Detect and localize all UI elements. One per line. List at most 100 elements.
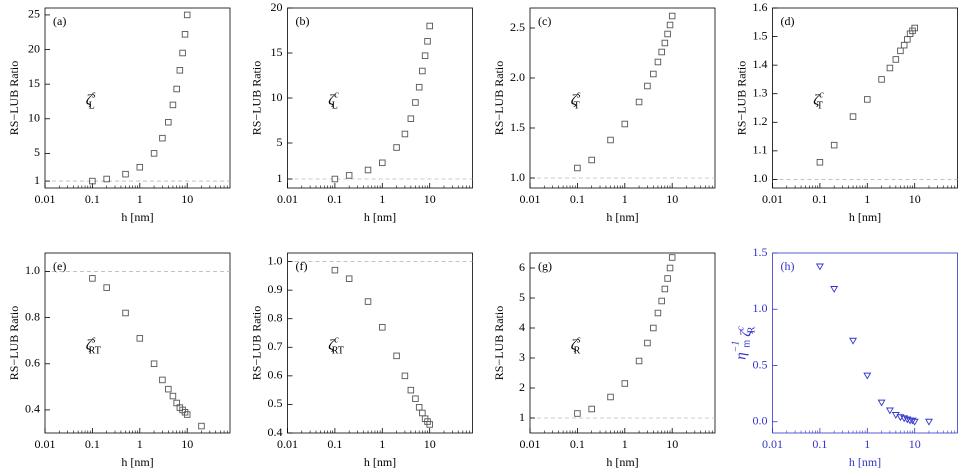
- data-point: [176, 67, 184, 74]
- y-tick-label: 2.0: [510, 70, 525, 84]
- y-tick-label: 5: [277, 135, 283, 149]
- y-tick-label: 1.2: [753, 114, 768, 128]
- data-point: [664, 30, 671, 38]
- y-tick-label: 0.6: [25, 356, 40, 370]
- data-point: [658, 297, 665, 305]
- x-tick-label: 0.01: [520, 437, 541, 451]
- data-point: [419, 67, 426, 75]
- symbol: ζ: [328, 93, 335, 109]
- panel: 0.01 0.1 1 10 0.4 0.6 0.8 1.0 h [nm] RS−LUB Ratio…: [7, 252, 231, 469]
- y-tick-label: 1.5: [753, 28, 768, 42]
- subscript: T: [817, 101, 823, 112]
- data-point: [179, 49, 186, 57]
- panel-label: (b): [296, 14, 310, 28]
- data-point: [654, 58, 662, 66]
- x-axis-label: h [nm]: [849, 210, 881, 224]
- superscript: c: [334, 90, 339, 101]
- x-tick-label: 0.1: [327, 192, 342, 206]
- data-point: [426, 421, 433, 428]
- data-point: [424, 38, 431, 45]
- x-axis-label: h [nm]: [606, 455, 638, 469]
- data-point: [407, 386, 415, 394]
- data-point: [650, 324, 657, 332]
- data-point: [849, 337, 858, 345]
- data-point: [379, 159, 386, 167]
- superscript: c: [334, 335, 339, 346]
- x-tick-label: 1: [379, 437, 385, 451]
- data-point: [815, 263, 824, 271]
- data-point: [644, 339, 651, 347]
- x-tick-label: 10: [181, 437, 193, 451]
- x-tick-label: 1: [864, 437, 870, 451]
- x-tick-label: 10: [666, 437, 678, 451]
- panel-label: (c): [538, 14, 551, 28]
- x-axis-label-text: h [nm]: [121, 210, 153, 224]
- x-tick-label: 0.1: [812, 192, 827, 206]
- superscript: c: [736, 326, 747, 331]
- data-point: [89, 275, 96, 282]
- symbol: ζ: [86, 338, 93, 354]
- panel: 0.01 0.1 1 10 1.0 1.1 1.2 1.3 1.4 1.5 1.6 h [nm] RS−…: [734, 0, 958, 224]
- subscript: L: [89, 101, 95, 112]
- y-tick-label: 20: [28, 41, 40, 55]
- data-point: [863, 372, 872, 380]
- data-point: [169, 392, 177, 400]
- data-point: [816, 159, 824, 166]
- panel: 0.01 0.1 1 10 1.0 1.5 2.0 2.5 h [nm] RS−LUB Ratio…: [492, 7, 716, 224]
- y-tick-label: 1: [34, 173, 40, 187]
- y-tick-label: 6: [519, 260, 525, 274]
- x-tick-label: 1: [379, 192, 385, 206]
- data-point: [169, 101, 177, 109]
- data-point: [122, 170, 129, 178]
- data-point: [345, 275, 353, 282]
- data-point: [666, 264, 674, 272]
- plot-frame: [529, 7, 716, 189]
- x-axis-label-text: h [nm]: [849, 210, 881, 224]
- y-axis-label: RS−LUB Ratio: [734, 61, 748, 135]
- y-tick-label: 1.1: [753, 143, 768, 157]
- subscript: R: [747, 326, 758, 333]
- data-point: [159, 376, 166, 384]
- data-point: [412, 395, 419, 402]
- y-tick-label: 2: [519, 380, 525, 394]
- panel-label: (g): [538, 259, 552, 273]
- x-tick-label: 0.01: [35, 437, 56, 451]
- panel-label: (d): [781, 14, 795, 28]
- superscript: s: [577, 90, 581, 101]
- annotation: ζs T: [571, 90, 581, 112]
- data-point: [393, 144, 400, 151]
- panel-label: (h): [781, 259, 795, 273]
- data-point: [426, 22, 433, 30]
- data-point: [150, 360, 158, 368]
- data-point: [165, 118, 172, 126]
- data-point: [644, 82, 651, 90]
- data-point: [407, 115, 415, 122]
- superscript: −1: [731, 341, 742, 353]
- x-tick-label: 1: [622, 192, 628, 206]
- data-point: [89, 177, 96, 185]
- data-point: [415, 404, 423, 411]
- data-point: [666, 21, 674, 29]
- data-point: [635, 98, 643, 106]
- data-point: [574, 164, 581, 172]
- plot-frame: [772, 252, 958, 434]
- x-tick-label: 0.01: [35, 192, 56, 206]
- data-point: [103, 284, 110, 291]
- data-point: [198, 422, 205, 430]
- data-point: [877, 399, 886, 407]
- data-point: [136, 163, 144, 171]
- data-point: [900, 41, 908, 49]
- data-point: [183, 11, 191, 19]
- x-axis-label-text: h [nm]: [849, 455, 881, 469]
- annotation: ζc RT: [328, 335, 344, 357]
- y-tick-label: 1.5: [753, 245, 768, 259]
- y-axis-label: RS−LUB Ratio: [249, 306, 263, 380]
- data-point: [621, 380, 629, 387]
- superscript: c: [819, 90, 824, 101]
- y-tick-label: 4: [519, 320, 525, 334]
- data-point: [830, 286, 839, 293]
- plot-frame: [287, 7, 473, 189]
- y-axis-label: η−1mζcR: [731, 326, 758, 360]
